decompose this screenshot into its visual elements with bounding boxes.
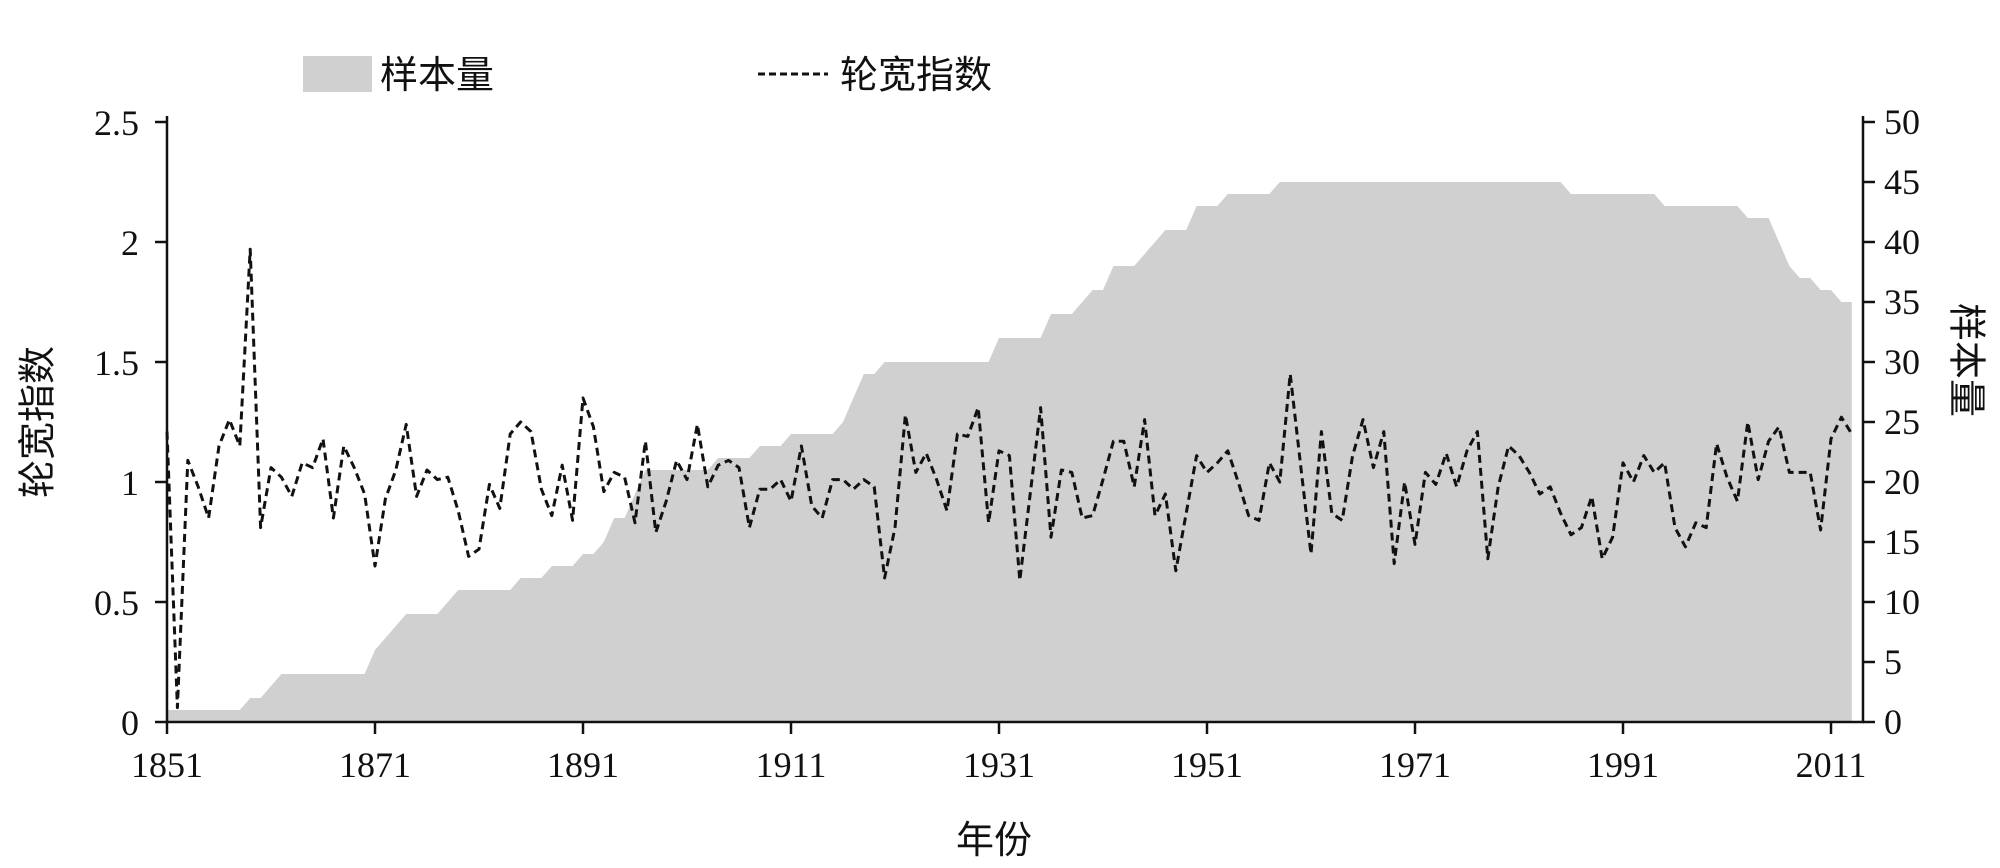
x-tick-label: 2011 [1796,745,1867,785]
left-y-tick-label: 2 [121,223,139,263]
left-y-tick-label: 2.5 [94,103,139,143]
right-y-tick-label: 5 [1884,642,1902,682]
ring-width-line-layer [165,247,1854,710]
right-y-tick-label: 15 [1884,522,1920,562]
right-y-tick-label: 35 [1884,282,1920,322]
right-y-tick-label: 50 [1884,102,1920,142]
right-y-axis-title: 样本量 [1944,303,1986,417]
x-tick-label: 1871 [339,745,411,785]
legend-label-ring-width-index: 轮宽指数 [840,55,992,97]
right-y-tick-label: 45 [1884,162,1920,202]
ring-width-index-line [165,247,1854,710]
sample-size-area [167,182,1852,722]
legend-swatch-sample-size [303,56,372,92]
left-y-axis-title: 轮宽指数 [18,346,60,498]
right-y-tick-label: 0 [1884,702,1902,742]
sample-size-area-layer [167,182,1852,722]
right-y-tick-label: 25 [1884,402,1920,442]
left-y-tick-label: 0.5 [94,583,139,623]
left-y-tick-label: 1.5 [94,343,139,383]
right-y-tick-label: 30 [1884,342,1920,382]
x-tick-label: 1951 [1171,745,1243,785]
x-tick-label: 1891 [547,745,619,785]
left-y-tick-label: 1 [121,463,139,503]
x-tick-label: 1971 [1379,745,1451,785]
right-y-tick-label: 20 [1884,462,1920,502]
axis-ticks: 1851 1871 1891 1911 1931 1951 1971 1991 201100.5… [94,102,1920,785]
legend: 样本量 轮宽指数 [303,55,992,97]
x-tick-label: 1851 [131,745,203,785]
legend-label-sample-size: 样本量 [380,55,494,97]
x-tick-label: 1991 [1587,745,1659,785]
x-axis-title: 年份 [956,820,1032,862]
right-y-tick-label: 40 [1884,222,1920,262]
left-y-tick-label: 0 [121,703,139,743]
x-tick-label: 1911 [756,745,827,785]
right-y-tick-label: 10 [1884,582,1920,622]
x-tick-label: 1931 [963,745,1035,785]
